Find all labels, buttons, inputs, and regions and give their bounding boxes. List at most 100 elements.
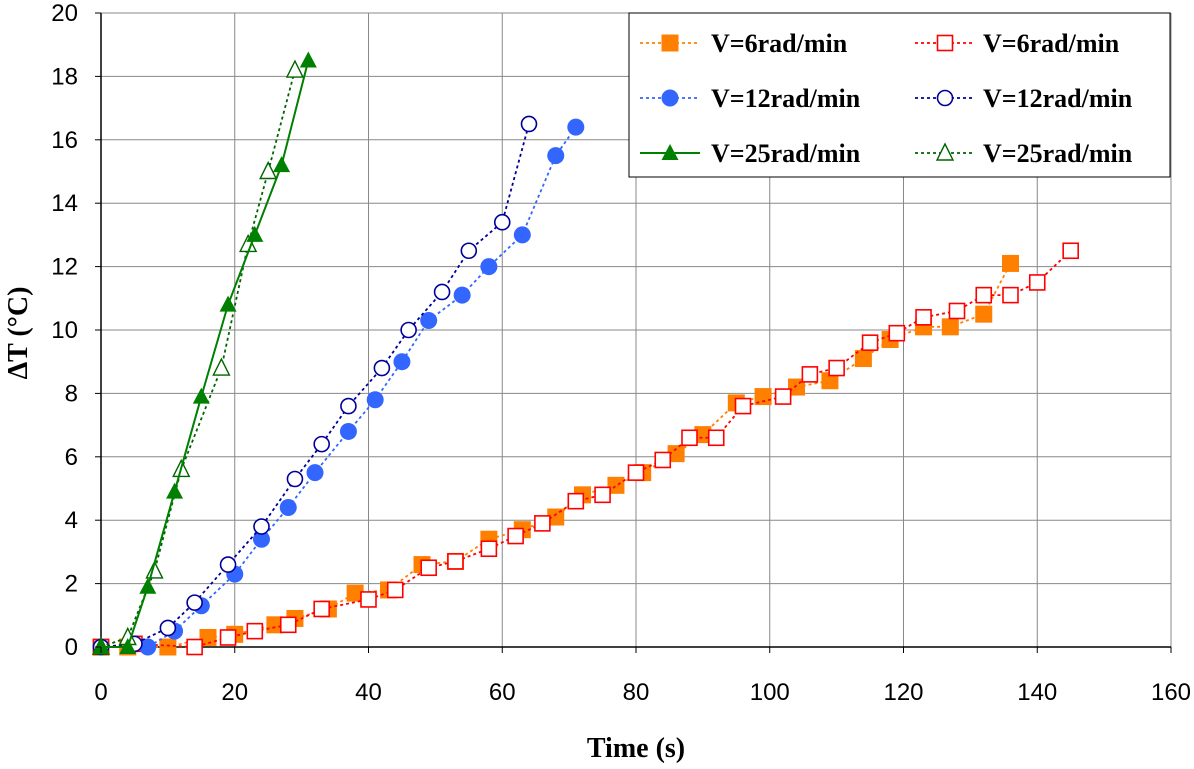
data-point [212,357,231,376]
data-point [1002,286,1019,304]
legend-label: V=25rad/min [983,139,1133,168]
data-point [480,258,498,276]
legend-label: V=25rad/min [711,139,861,168]
data-point [420,311,438,329]
x-tick-label: 140 [1017,679,1057,706]
grid [101,12,1172,647]
data-point [654,451,672,469]
data-point [453,286,471,304]
data-point [513,226,531,244]
x-tick-label: 120 [883,679,923,706]
data-point [681,429,698,447]
y-tick-label: 16 [51,127,78,154]
x-axis-ticks: 0 20 40 60 80 100 120 140 160 [94,647,1191,706]
legend-label: V=12rad/min [983,84,1133,113]
data-point [888,324,906,342]
data-point [547,147,565,165]
data-point [119,638,137,654]
data-point [460,242,478,260]
data-point [507,527,524,545]
data-point [286,470,304,488]
data-point [253,530,270,548]
data-point [306,464,324,482]
data-point [948,302,966,320]
data-point [567,118,585,136]
y-tick-label: 4 [65,507,78,534]
data-point [159,619,177,637]
legend-label: V=6rad/min [711,29,848,58]
y-tick-label: 18 [51,63,78,90]
data-point [801,366,819,383]
data-point [915,309,932,326]
data-point [285,59,305,78]
x-tick-label: 80 [623,679,650,706]
y-tick-label: 20 [51,0,78,27]
data-point [339,422,357,440]
legend-entry: V=25rad/min [640,139,861,168]
data-point [774,388,792,405]
data-point [192,387,210,404]
data-point [159,638,177,656]
data-point [433,283,451,301]
data-point [259,160,278,180]
legend-swatch-marker [661,144,679,160]
data-point [393,353,411,371]
data-point [627,464,645,481]
x-axis-title: Time (s) [587,733,685,764]
data-point [534,515,551,532]
data-point [299,51,317,68]
data-point [480,540,498,558]
data-point [366,391,384,409]
data-point [186,638,203,656]
data-point [313,435,330,453]
data-point [246,622,264,640]
legend-label: V=6rad/min [983,29,1120,58]
y-axis-title: ΔT (°C) [3,287,34,380]
data-point [1028,274,1046,291]
data-point [166,482,184,499]
data-point [1062,242,1079,260]
legend-swatch-marker [935,142,955,161]
legend-label: V=12rad/min [711,84,861,113]
data-point [199,628,217,646]
data-point [186,594,203,611]
y-tick-label: 14 [51,190,78,217]
series-layer [91,51,1079,656]
data-point [861,334,879,351]
series-3 [92,51,317,654]
data-point [219,556,237,573]
legend-box [628,12,1171,178]
data-point [340,397,357,415]
data-point [567,492,585,510]
data-point [734,397,752,415]
y-tick-label: 8 [65,380,78,407]
legend-entry: V=12rad/min [915,84,1133,113]
data-point [246,225,264,242]
x-tick-label: 100 [750,679,790,706]
legend-entry: V=6rad/min [915,29,1120,58]
data-point [273,156,291,173]
data-point [707,429,725,447]
data-point [279,616,297,634]
data-point [219,295,237,312]
y-tick-label: 10 [51,317,78,344]
legend: V=6rad/min V=12rad/min V=25rad/min V=6rad/m… [628,12,1171,178]
x-tick-label: 160 [1151,679,1191,706]
legend-entry: V=12rad/min [640,84,861,113]
data-point [373,359,391,377]
data-point [386,581,404,599]
y-tick-label: 6 [65,444,78,471]
legend-swatch-marker [661,34,679,52]
series-line [100,250,1072,648]
data-point [139,638,157,656]
data-point [400,321,417,339]
legend-swatch-marker [936,89,954,107]
data-point [420,559,437,577]
data-point [313,600,330,618]
x-tick-label: 20 [221,679,248,706]
y-tick-label: 12 [51,254,78,281]
data-point [754,388,772,406]
data-point [92,638,110,654]
x-tick-label: 0 [94,679,107,706]
